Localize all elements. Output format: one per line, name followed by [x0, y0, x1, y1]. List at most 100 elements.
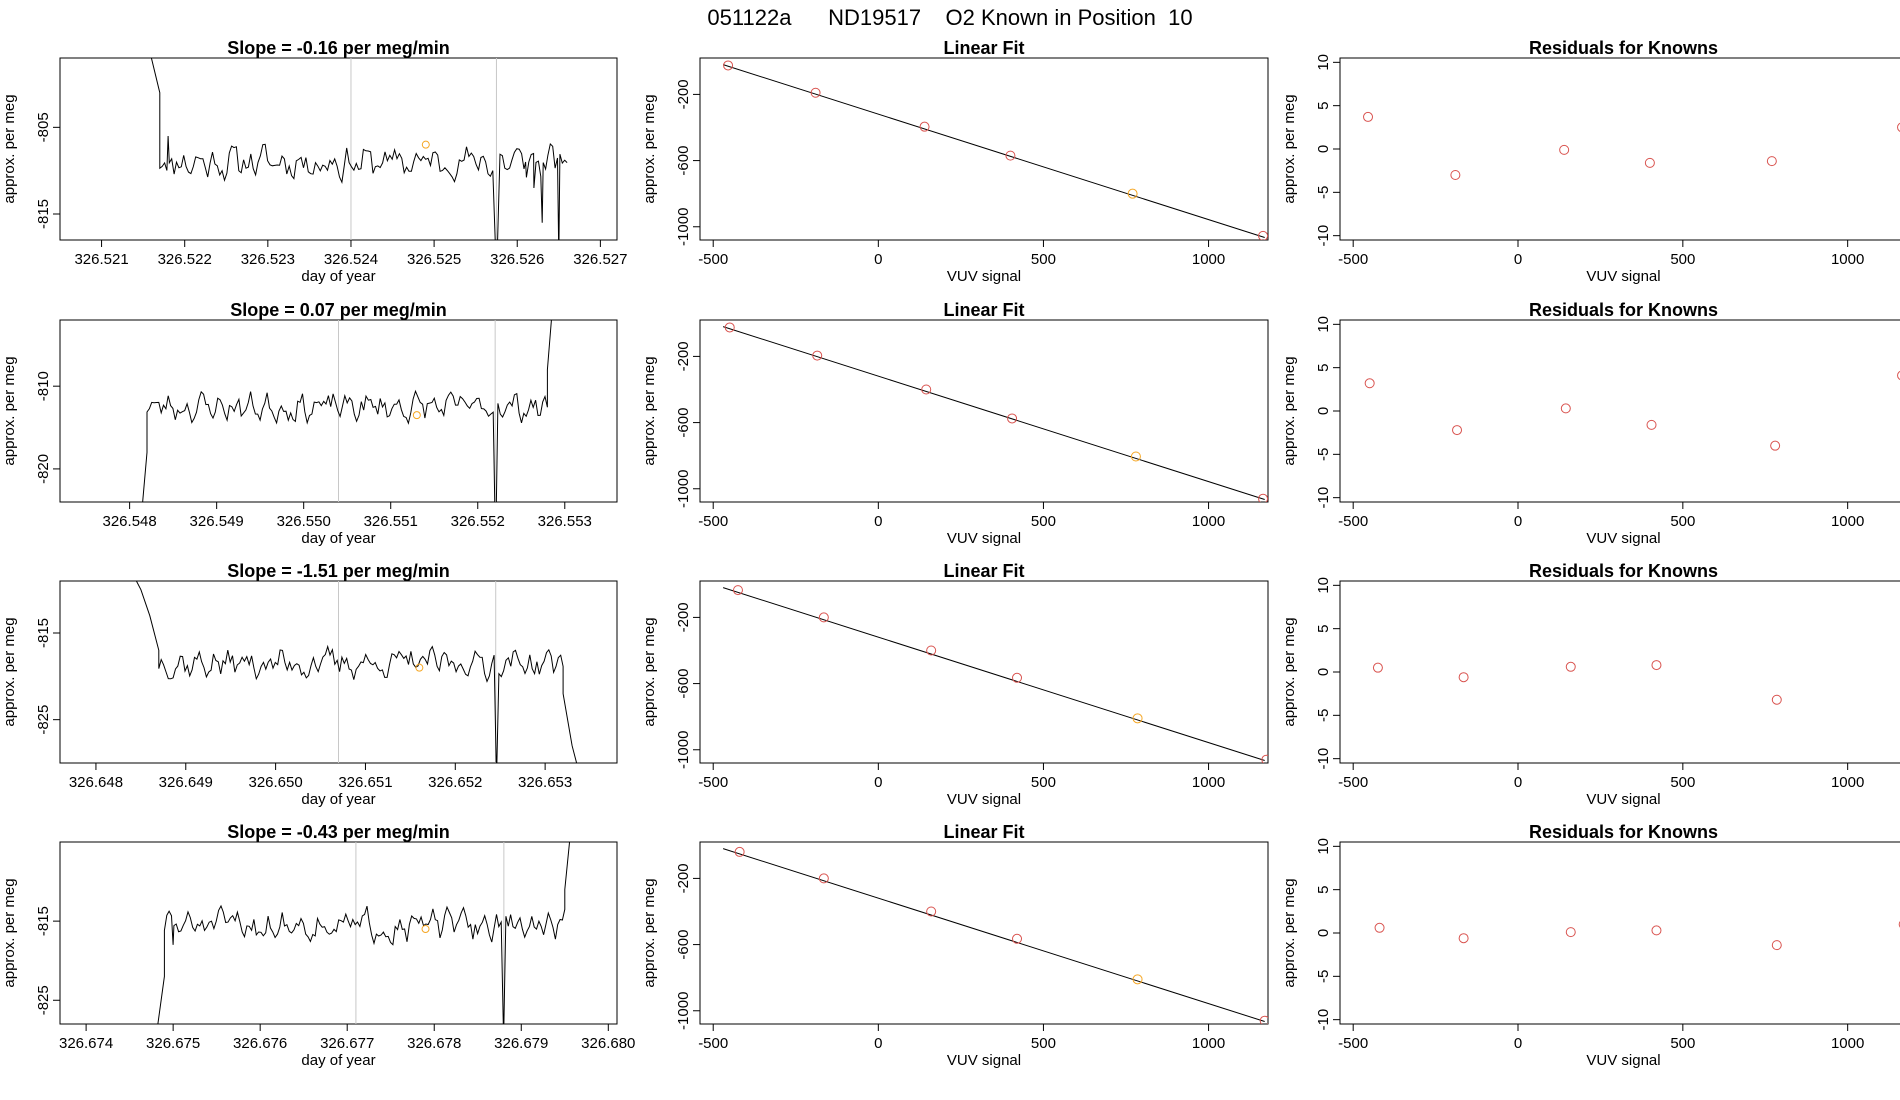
data-point — [1005, 150, 1016, 161]
x-tick-label: -500 — [698, 1035, 728, 1052]
y-tick-label: 10 — [1315, 577, 1332, 594]
data-point — [1646, 419, 1657, 430]
panel-3-2: Linear Fit -500 0 500 1000 -200 -600 -1000 VUV s… — [641, 561, 1269, 808]
x-tick-label: -500 — [698, 774, 728, 791]
x-tick-label: 1000 — [1831, 1035, 1864, 1052]
x-tick-label: 326.652 — [428, 774, 482, 791]
data-point — [818, 612, 829, 623]
data-point — [818, 873, 829, 884]
data-point — [921, 384, 932, 395]
y-tick-label: -200 — [675, 602, 692, 632]
x-tick-label: -500 — [698, 251, 728, 268]
x-tick-label: 326.551 — [364, 513, 418, 530]
x-tick-label: 500 — [1031, 774, 1056, 791]
y-axis-label: approx. per meg — [1, 878, 18, 987]
data-point — [732, 585, 743, 596]
x-tick-label: 326.552 — [451, 513, 505, 530]
y-tick-label: 0 — [1315, 668, 1332, 676]
data-point — [1897, 122, 1900, 132]
x-tick-label: 1000 — [1192, 513, 1225, 530]
plot-area — [722, 322, 1268, 502]
data-point — [1127, 188, 1138, 199]
data-point — [1452, 425, 1463, 436]
plot-frame — [59, 57, 618, 241]
x-tick-label: 0 — [1514, 513, 1522, 530]
plot-area — [722, 585, 1268, 763]
x-tick-label: 1000 — [1831, 251, 1864, 268]
plot-frame — [59, 841, 618, 1025]
signal-trace-line — [142, 320, 552, 502]
panel-title: Residuals for Knowns — [1529, 822, 1718, 842]
data-point — [1766, 156, 1777, 167]
y-tick-label: -200 — [675, 341, 692, 371]
y-tick-label: 5 — [1315, 885, 1332, 893]
x-axis-label: VUV signal — [947, 1052, 1021, 1069]
x-tick-label: 0 — [1514, 774, 1522, 791]
panel-2-1: Slope = 0.07 per meg/min 326.548 326.549 32… — [1, 300, 618, 547]
x-tick-label: 326.524 — [324, 251, 378, 268]
x-axis-label: VUV signal — [1586, 268, 1660, 285]
x-tick-label: 1000 — [1192, 774, 1225, 791]
data-point — [1651, 660, 1662, 671]
data-point — [1559, 144, 1570, 155]
y-tick-label: -1000 — [675, 731, 692, 769]
data-point — [926, 906, 937, 917]
x-tick-label: 0 — [874, 513, 882, 530]
panel-4-3: Residuals for Knowns -500 0 500 1000 10 5 0 -5 -1… — [1281, 822, 1900, 1069]
plot-area — [1374, 920, 1900, 951]
y-tick-label: 0 — [1315, 145, 1332, 153]
y-axis-label: approx. per meg — [641, 617, 658, 726]
panel-4-2: Linear Fit -500 0 500 1000 -200 -600 -1000 VUV s… — [641, 822, 1269, 1069]
plot-frame — [699, 841, 1269, 1025]
data-point — [1130, 451, 1141, 462]
data-point — [724, 322, 735, 333]
data-point — [1897, 370, 1900, 381]
plot-area — [150, 58, 568, 240]
plot-area — [135, 581, 578, 763]
panel-grid: Slope = -0.16 per meg/min 326.521 326.522 3… — [1, 38, 1900, 1069]
data-point — [812, 350, 823, 361]
data-point — [1771, 940, 1782, 951]
x-axis-label: VUV signal — [947, 268, 1021, 285]
known-marker-point — [421, 925, 430, 934]
y-tick-label: -600 — [675, 669, 692, 699]
x-tick-label: 500 — [1031, 251, 1056, 268]
x-tick-label: 1000 — [1831, 513, 1864, 530]
x-tick-label: 326.523 — [241, 251, 295, 268]
data-point — [1012, 933, 1023, 944]
x-tick-label: 500 — [1031, 1035, 1056, 1052]
x-tick-label: 500 — [1031, 513, 1056, 530]
known-marker-point — [415, 663, 424, 672]
x-axis-label: day of year — [301, 1052, 375, 1069]
plot-area — [1363, 111, 1900, 180]
plot-area — [722, 60, 1268, 240]
data-point — [1560, 403, 1571, 414]
x-tick-label: 500 — [1670, 513, 1695, 530]
x-axis-label: VUV signal — [1586, 530, 1660, 547]
data-point — [1458, 933, 1469, 944]
plot-area — [722, 846, 1268, 1024]
data-point — [1651, 925, 1662, 936]
x-tick-label: -500 — [1338, 1035, 1368, 1052]
x-tick-label: 326.525 — [407, 251, 461, 268]
panel-3-1: Slope = -1.51 per meg/min 326.648 326.649 3… — [1, 561, 618, 808]
x-axis-label: day of year — [301, 791, 375, 808]
data-point — [1372, 662, 1383, 673]
y-tick-label: -10 — [1315, 1009, 1332, 1031]
y-tick-label: -10 — [1315, 225, 1332, 247]
fit-line — [722, 848, 1265, 1022]
x-tick-label: 326.550 — [277, 513, 331, 530]
panel-title: Linear Fit — [943, 38, 1024, 58]
y-tick-label: -10 — [1315, 748, 1332, 770]
plot-area — [1364, 370, 1900, 451]
x-tick-label: 1000 — [1831, 774, 1864, 791]
panel-2-2: Linear Fit -500 0 500 1000 -200 -600 -1000 VUV s… — [641, 300, 1269, 547]
panel-1-3: Residuals for Knowns -500 0 500 1000 10 5 0 -5 -1… — [1281, 38, 1900, 285]
x-tick-label: 326.651 — [338, 774, 392, 791]
x-tick-label: 1000 — [1192, 1035, 1225, 1052]
data-point — [919, 121, 930, 132]
plot-frame — [699, 319, 1269, 503]
y-tick-label: -5 — [1315, 448, 1332, 461]
x-tick-label: 1000 — [1192, 251, 1225, 268]
y-tick-label: 10 — [1315, 838, 1332, 855]
